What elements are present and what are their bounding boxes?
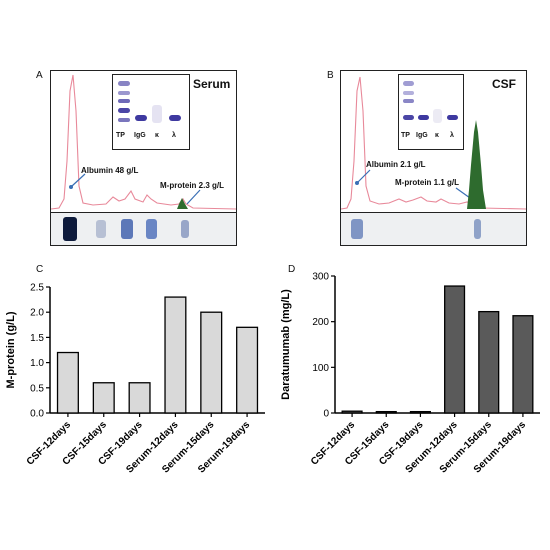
panel-b-overlay <box>355 120 486 209</box>
mprotein-y-tick-label: 2.5 <box>30 283 44 294</box>
inset-band <box>135 115 147 121</box>
mprotein-y-tick-label: 2.0 <box>30 308 44 319</box>
panel-a-trace-svg <box>50 74 237 210</box>
albumin-arrow-dot <box>355 181 359 185</box>
m-spike-peak <box>177 198 188 209</box>
mprotein-arrow <box>186 189 201 205</box>
daratumumab-y-tick-label: 200 <box>312 317 329 328</box>
mprotein-bar <box>92 382 115 414</box>
panel-a-overlay <box>69 173 201 209</box>
mprotein-bar <box>56 351 79 414</box>
albumin-annotation: Albumin 48 g/L <box>81 166 139 175</box>
mprotein-y-tick-label: 0.5 <box>30 383 44 394</box>
lane-label-igg: IgG <box>416 132 428 139</box>
lane-label-lambda: λ <box>172 132 176 139</box>
panel-a-inset-gel: TP IgG κ λ <box>112 74 190 150</box>
panel-b-trace-svg <box>340 76 527 210</box>
daratumumab-bar <box>478 310 500 414</box>
inset-band <box>118 91 130 95</box>
lane-label-kappa: κ <box>435 132 439 139</box>
mprotein-bar <box>128 382 151 414</box>
daratumumab-y-tick-label: 300 <box>312 272 329 283</box>
albumin-arrow <box>71 173 86 187</box>
gel-band <box>121 219 133 239</box>
csf-trace-line <box>340 76 527 210</box>
mprotein-bar-chart: 0.00.51.01.52.02.5M-protein (g/L)CSF-12d… <box>5 283 265 475</box>
inset-band <box>118 81 130 86</box>
inset-band <box>403 99 414 103</box>
serum-trace-line <box>50 74 237 210</box>
inset-band <box>152 105 162 123</box>
inset-band <box>403 115 414 120</box>
mprotein-y-tick-label: 1.0 <box>30 358 44 369</box>
daratumumab-bar <box>409 410 431 414</box>
gel-band <box>146 219 157 239</box>
inset-band <box>418 115 429 120</box>
daratumumab-y-tick-label: 100 <box>312 363 329 374</box>
inset-band <box>118 108 130 113</box>
inset-band <box>403 91 414 95</box>
gel-band <box>96 220 106 238</box>
gel-band <box>63 217 77 241</box>
daratumumab-y-axis-label: Daratumumab (mg/L) <box>280 289 292 400</box>
albumin-annotation: Albumin 2.1 g/L <box>366 160 426 169</box>
lane-label-tp: TP <box>116 132 125 139</box>
lane-label-kappa: κ <box>155 132 159 139</box>
albumin-arrow <box>357 169 371 183</box>
panel-b-gel-strip <box>340 212 527 246</box>
panel-a-letter: A <box>36 70 43 81</box>
panel-b-inset-gel: TP IgG κ λ <box>398 74 464 150</box>
inset-band <box>169 115 181 121</box>
inset-band <box>118 99 130 103</box>
mprotein-y-tick-label: 1.5 <box>30 333 44 344</box>
gel-band <box>474 219 481 239</box>
mprotein-bar <box>236 326 259 414</box>
panel-d-letter: D <box>288 264 296 275</box>
daratumumab-bar <box>341 410 363 414</box>
panel-b-sample-label: CSF <box>492 77 516 91</box>
daratumumab-y-tick-label: 0 <box>323 409 329 420</box>
inset-band <box>447 115 458 120</box>
panel-a-sample-label: Serum <box>193 77 231 91</box>
mprotein-bar <box>200 311 223 414</box>
albumin-arrow-dot <box>69 185 73 189</box>
daratumumab-bar <box>444 285 466 414</box>
lane-label-igg: IgG <box>134 132 146 139</box>
mprotein-arrow <box>455 187 471 199</box>
panel-c-letter: C <box>36 264 44 275</box>
daratumumab-bar <box>512 315 534 414</box>
lane-label-tp: TP <box>401 132 410 139</box>
panel-a-gel-strip <box>50 212 237 246</box>
inset-band <box>118 118 130 122</box>
inset-band <box>433 109 442 123</box>
panel-b-letter: B <box>327 70 334 81</box>
inset-band <box>403 81 414 86</box>
lane-label-lambda: λ <box>450 132 454 139</box>
daratumumab-bar <box>375 410 397 414</box>
mprotein-annotation: M-protein 2.3 g/L <box>160 181 224 190</box>
mprotein-y-axis-label: M-protein (g/L) <box>5 311 17 388</box>
gel-band <box>351 219 363 239</box>
mprotein-bar <box>164 296 187 414</box>
mprotein-annotation: M-protein 1.1 g/L <box>395 178 459 187</box>
m-spike-peak <box>467 120 486 209</box>
mprotein-y-tick-label: 0.0 <box>30 409 44 420</box>
gel-band <box>181 220 189 238</box>
